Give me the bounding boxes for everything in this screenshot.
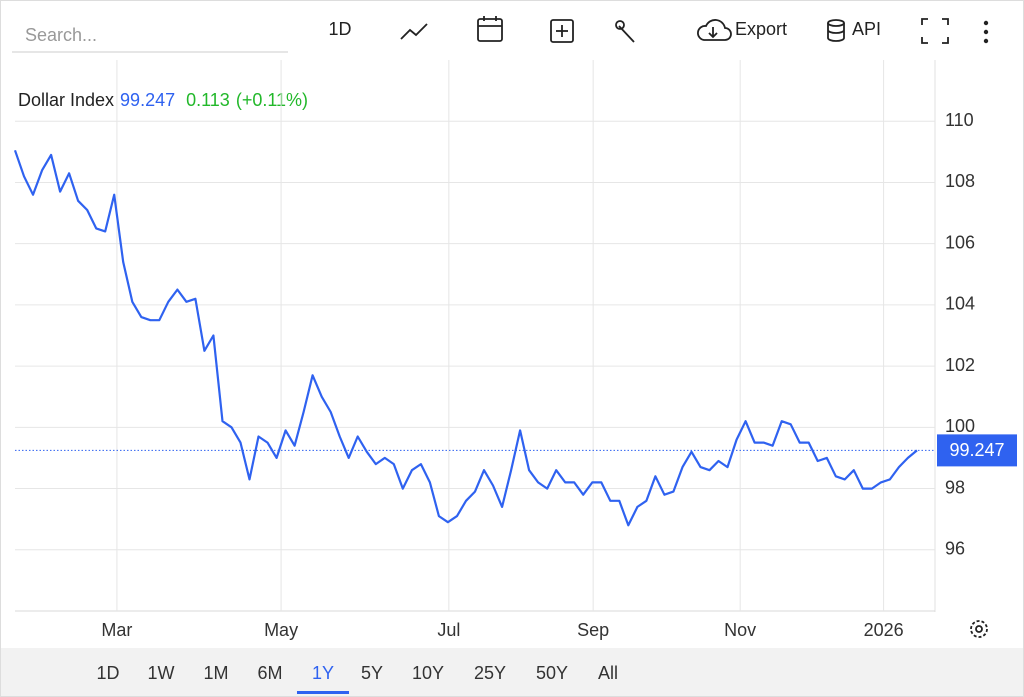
api-button[interactable]: API xyxy=(852,19,881,39)
series-name: Dollar Index xyxy=(18,90,114,110)
api-icon[interactable] xyxy=(827,19,845,42)
range-button[interactable]: 10Y xyxy=(412,663,444,683)
range-button[interactable]: 6M xyxy=(257,663,282,683)
fullscreen-icon[interactable] xyxy=(921,18,949,44)
calendar-icon[interactable] xyxy=(477,16,503,42)
active-range-underline xyxy=(296,691,350,694)
y-tick-label: 108 xyxy=(945,171,975,191)
x-tick-label: Sep xyxy=(577,620,609,640)
change-percent: (+0.11%) xyxy=(236,90,308,110)
range-bar xyxy=(1,648,1023,696)
grid xyxy=(15,60,935,611)
x-tick-label: 2026 xyxy=(864,620,904,640)
range-button[interactable]: 1Y xyxy=(312,663,334,683)
y-tick-label: 96 xyxy=(945,539,965,559)
search-box[interactable]: Search... xyxy=(25,25,97,45)
last-value-tag xyxy=(937,434,1017,467)
change: 0.113 xyxy=(186,90,230,110)
chart-settings-icon[interactable] xyxy=(970,620,988,638)
x-tick-label: Jul xyxy=(437,620,460,640)
settings-tool-icon[interactable] xyxy=(615,20,635,43)
export-button[interactable]: Export xyxy=(735,19,787,39)
range-button[interactable]: All xyxy=(598,663,618,683)
menu-icon[interactable] xyxy=(983,20,989,44)
range-button[interactable]: 1W xyxy=(148,663,175,683)
y-tick-label: 106 xyxy=(945,232,975,252)
export-icon[interactable] xyxy=(697,19,732,41)
interval-button[interactable]: 1D xyxy=(328,19,351,39)
last-value-label: 99.247 xyxy=(949,440,1004,460)
range-button[interactable]: 1D xyxy=(96,663,119,683)
x-tick-label: May xyxy=(264,620,298,640)
price-line xyxy=(13,149,918,527)
y-tick-label: 98 xyxy=(945,477,965,497)
y-tick-label: 104 xyxy=(945,294,975,314)
range-button[interactable]: 50Y xyxy=(536,663,568,683)
line-type-icon[interactable] xyxy=(400,23,428,40)
y-tick-label: 102 xyxy=(945,355,975,375)
range-button[interactable]: 5Y xyxy=(361,663,383,683)
y-tick-label: 100 xyxy=(945,416,975,436)
y-tick-label: 110 xyxy=(945,110,974,130)
range-button[interactable]: 1M xyxy=(203,663,228,683)
x-tick-label: Mar xyxy=(101,620,132,640)
last-value: 99.247 xyxy=(120,90,175,110)
range-button[interactable]: 25Y xyxy=(474,663,506,683)
x-tick-label: Nov xyxy=(724,620,756,640)
add-indicator-icon[interactable] xyxy=(550,19,574,43)
